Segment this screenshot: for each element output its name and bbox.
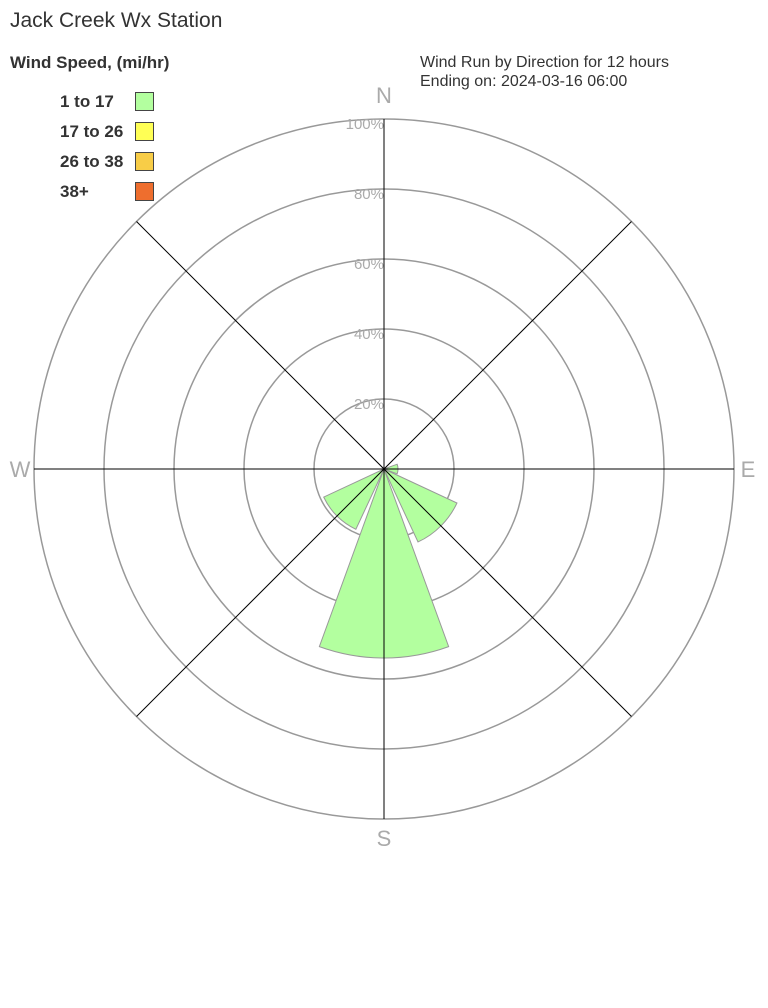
ring-label: 80% bbox=[354, 186, 384, 203]
compass-label-S: S bbox=[377, 826, 392, 851]
chart-title: Jack Creek Wx Station bbox=[10, 9, 223, 32]
legend-label: 17 to 26 bbox=[60, 122, 124, 141]
ring-label: 20% bbox=[354, 396, 384, 413]
compass-label-E: E bbox=[741, 457, 756, 482]
ring-label: 40% bbox=[354, 326, 384, 343]
subtitle-line-2: Ending on: 2024-03-16 06:00 bbox=[420, 73, 628, 90]
legend-label: 1 to 17 bbox=[60, 92, 114, 111]
legend-label: 26 to 38 bbox=[60, 152, 124, 171]
legend-swatch bbox=[135, 92, 154, 111]
legend-swatch bbox=[135, 152, 154, 171]
legend-label: 38+ bbox=[60, 182, 89, 201]
legend-swatch bbox=[135, 182, 154, 201]
ring-label: 100% bbox=[346, 116, 384, 133]
legend-title: Wind Speed, (mi/hr) bbox=[10, 53, 170, 72]
ring-label: 60% bbox=[354, 256, 384, 273]
subtitle-line-1: Wind Run by Direction for 12 hours bbox=[420, 54, 669, 71]
compass-label-W: W bbox=[10, 457, 31, 482]
spoke-line bbox=[136, 221, 632, 717]
compass-label-N: N bbox=[376, 83, 392, 108]
legend-swatch bbox=[135, 122, 154, 141]
